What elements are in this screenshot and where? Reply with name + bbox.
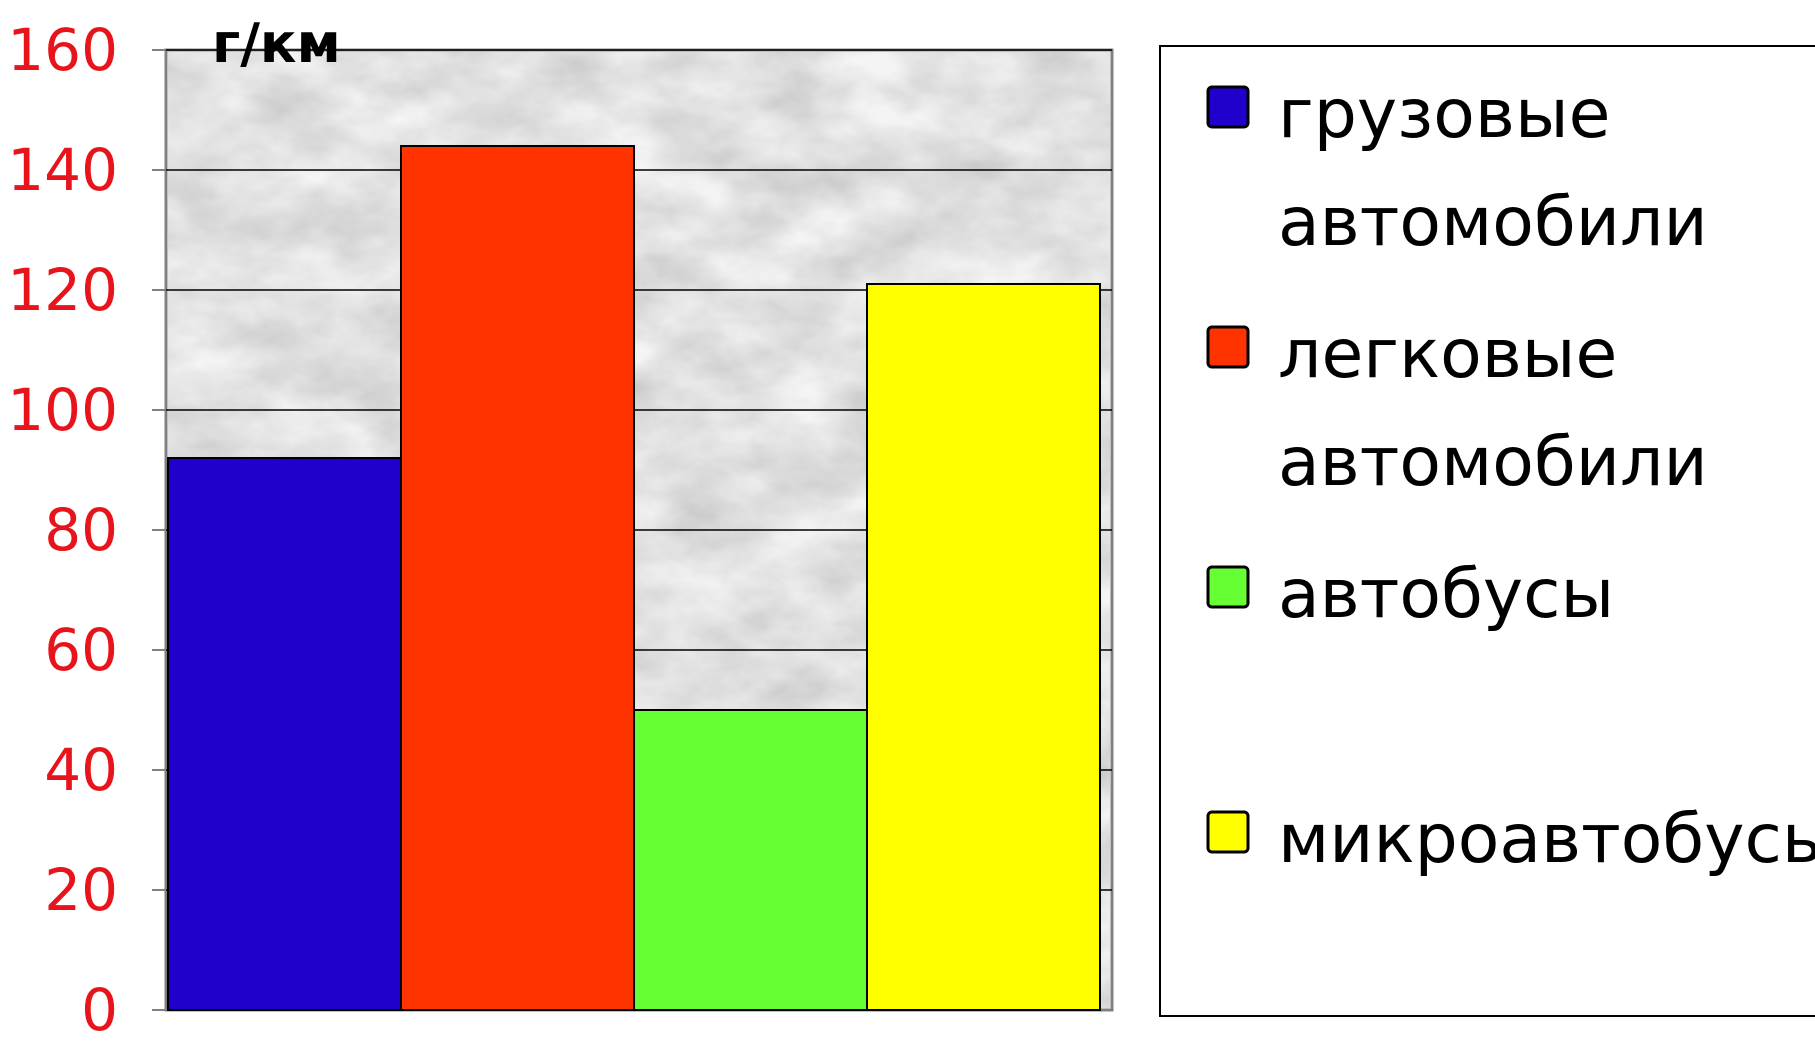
legend-swatch	[1206, 85, 1250, 129]
y-tick-label: 40	[44, 736, 118, 804]
y-tick-label: 120	[7, 256, 118, 324]
legend-label: автомобили	[1278, 423, 1708, 502]
y-tick-label: 140	[7, 136, 118, 204]
y-tick-label: 80	[44, 496, 118, 564]
bar	[633, 709, 868, 1011]
legend-item: легковые автомобили	[1206, 315, 1708, 502]
legend-frame	[1159, 45, 1815, 1017]
y-axis: 0 20 40 60 80 100 120 140 160	[7, 16, 166, 1042]
legend-label: грузовые	[1278, 75, 1611, 154]
bar	[400, 145, 635, 1011]
legend-item: автобусы	[1206, 555, 1614, 634]
y-tick-label: 60	[44, 616, 118, 684]
y-tick-label: 0	[81, 976, 118, 1042]
legend: грузовые автомобили легковые автомобили авто…	[1159, 45, 1815, 1017]
legend-label: легковые	[1278, 315, 1617, 394]
legend-swatch	[1206, 325, 1250, 369]
bar	[866, 283, 1101, 1011]
y-tick-label: 20	[44, 856, 118, 924]
legend-item: микроавтобусы	[1206, 800, 1815, 879]
y-tick-label: 160	[7, 16, 118, 84]
y-tick-label: 100	[7, 376, 118, 444]
legend-swatch	[1206, 810, 1250, 854]
unit-label: г/км	[212, 12, 341, 75]
legend-label: микроавтобусы	[1278, 800, 1815, 879]
legend-label: автобусы	[1278, 555, 1614, 634]
legend-label: автомобили	[1278, 183, 1708, 262]
bars	[167, 145, 1101, 1011]
bar	[167, 457, 402, 1011]
legend-swatch	[1206, 565, 1250, 609]
legend-item: грузовые автомобили	[1206, 75, 1708, 262]
